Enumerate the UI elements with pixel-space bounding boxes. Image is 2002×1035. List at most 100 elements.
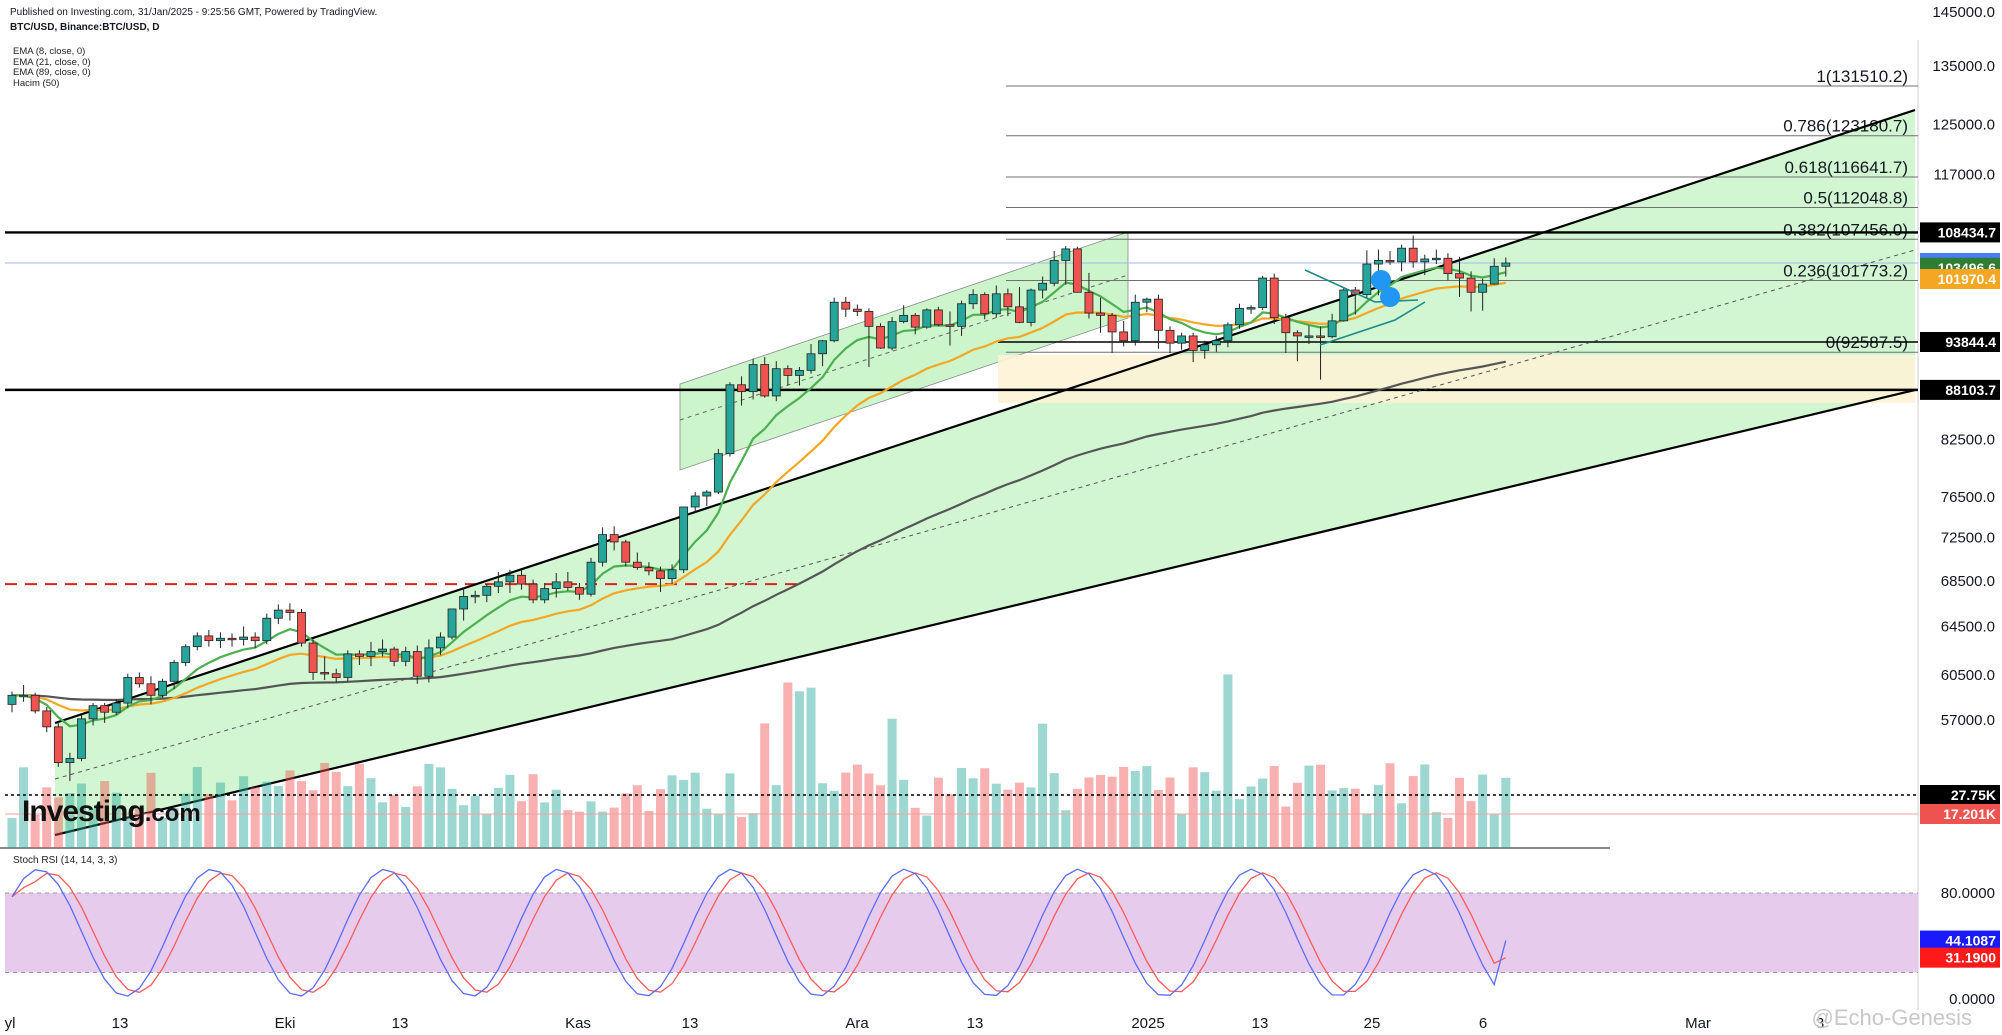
- volume-bar: [1431, 812, 1441, 848]
- candle: [331, 668, 341, 683]
- candle: [1408, 235, 1418, 268]
- volume-bar: [1003, 789, 1013, 848]
- volume-bar: [123, 816, 133, 848]
- candle: [1165, 326, 1175, 353]
- candle: [285, 603, 295, 621]
- volume-bar: [42, 787, 52, 848]
- volume-bar: [1258, 778, 1268, 848]
- candle: [227, 633, 237, 647]
- candle-body: [42, 710, 52, 728]
- candle: [621, 539, 631, 567]
- rsi-label-text: 44.1087: [1945, 933, 1996, 949]
- stoch-rsi-title: Stoch RSI (14, 14, 3, 3): [13, 855, 118, 866]
- candle: [470, 590, 480, 604]
- volume-bar: [239, 776, 249, 848]
- volume-bar: [76, 783, 86, 848]
- candle: [1385, 251, 1395, 265]
- candle-body: [412, 651, 422, 677]
- candle: [517, 569, 526, 590]
- price-label-7: 17.201K: [1920, 804, 2000, 824]
- candle: [366, 641, 376, 667]
- candle: [204, 629, 214, 647]
- volume-bar: [586, 801, 596, 848]
- legend-ema8[interactable]: EMA (8, close, 0): [13, 46, 86, 57]
- candle-body: [771, 368, 781, 397]
- candle: [540, 582, 550, 604]
- volume-bar: [285, 770, 295, 848]
- price-label-6: 27.75K: [1920, 785, 2000, 805]
- candle: [1478, 278, 1488, 311]
- volume-bar: [818, 783, 828, 848]
- pennant-lower: [1319, 301, 1426, 346]
- candle: [1072, 246, 1082, 293]
- candle-body: [760, 364, 770, 397]
- candle-body: [88, 705, 98, 720]
- price-tick-4: 82500.0: [1941, 432, 1995, 449]
- volume-bar: [181, 793, 191, 848]
- candle-body: [204, 635, 214, 642]
- candle-body: [181, 646, 191, 663]
- volume-bar: [1281, 806, 1291, 848]
- volume-bar: [1061, 810, 1071, 848]
- volume-bar: [528, 774, 538, 848]
- candle: [308, 639, 318, 681]
- candle: [169, 660, 179, 689]
- candle-body: [1258, 277, 1268, 308]
- volume-bar: [887, 718, 897, 848]
- price-label-bg: [1920, 804, 2000, 824]
- volume-bar: [1211, 790, 1221, 848]
- candle: [864, 308, 874, 368]
- candle-body: [852, 308, 862, 312]
- candle: [77, 714, 86, 762]
- volume-bar: [88, 808, 98, 848]
- volume-bar: [957, 767, 967, 848]
- candle-body: [934, 309, 943, 326]
- candle: [1362, 250, 1372, 298]
- candle-body: [1003, 293, 1013, 308]
- candle: [528, 579, 538, 604]
- candle: [1003, 288, 1013, 317]
- candle: [1420, 254, 1430, 276]
- volume-bar: [320, 763, 330, 848]
- logo-suffix: .com: [144, 800, 201, 827]
- volume-bar: [354, 763, 364, 848]
- legend-ema21[interactable]: EMA (21, close, 0): [13, 56, 91, 68]
- price-label-bg: [1920, 222, 2000, 243]
- volume-bar: [968, 778, 978, 848]
- time-tick-7: 13: [967, 1015, 984, 1032]
- volume-bar: [1420, 764, 1430, 848]
- volume-bar: [169, 807, 179, 848]
- candle: [1015, 287, 1024, 324]
- rsi-label-0: 44.1087: [1920, 930, 2000, 951]
- volume-bar: [1501, 777, 1511, 848]
- fib-label-0: 1(131510.2): [1816, 67, 1908, 86]
- candle: [575, 582, 584, 600]
- volume-bar: [609, 807, 619, 848]
- candle-body: [1431, 257, 1441, 261]
- candle-body: [528, 583, 538, 601]
- candle: [1177, 332, 1186, 350]
- candle-body: [829, 301, 839, 342]
- candle-body: [1327, 320, 1337, 338]
- watermark: @Echo-Genesis: [1811, 1005, 1972, 1030]
- candle: [632, 552, 642, 570]
- candle-body: [65, 757, 75, 763]
- candle-body: [389, 648, 399, 662]
- candle-body: [111, 702, 121, 713]
- candle-body: [1130, 301, 1140, 342]
- candle: [1292, 330, 1302, 362]
- logo-text: Investing: [22, 795, 146, 828]
- volume-bar: [1153, 789, 1163, 848]
- volume-bar: [655, 789, 665, 848]
- candle-body: [134, 677, 144, 685]
- candle: [667, 564, 677, 585]
- candle-body: [1119, 331, 1129, 342]
- price-tick-6: 72500.0: [1941, 530, 1995, 547]
- volume-bar: [1385, 763, 1395, 848]
- price-label-5: 88103.7: [1920, 379, 2000, 400]
- candle-body: [737, 384, 746, 393]
- volume-bar: [713, 813, 723, 848]
- legend-volume[interactable]: Hacim (50): [13, 77, 60, 89]
- legend-ema89[interactable]: EMA (89, close, 0): [13, 67, 91, 78]
